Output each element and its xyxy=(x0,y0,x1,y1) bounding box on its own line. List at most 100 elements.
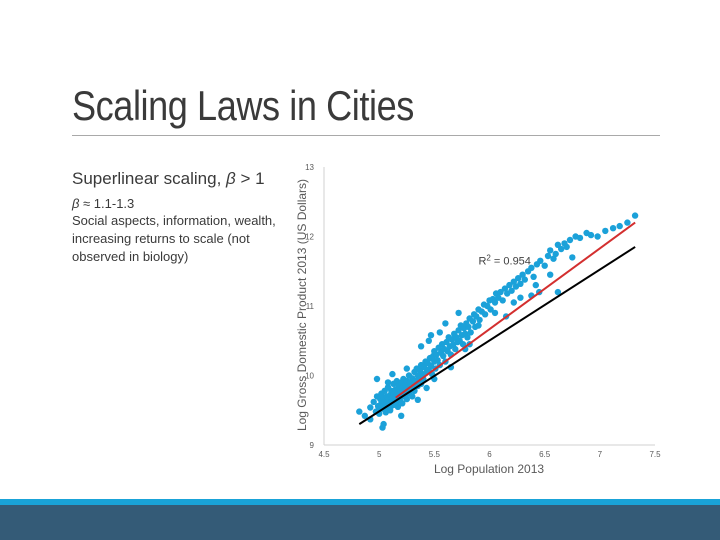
data-point-111 xyxy=(455,327,462,334)
y-tick-4: 13 xyxy=(305,163,314,172)
data-point-2 xyxy=(367,404,374,411)
data-point-172 xyxy=(602,227,609,235)
data-point-178 xyxy=(510,299,517,306)
data-point-122 xyxy=(467,329,474,336)
scatter-chart: 9 10 11 12 13 4.5 5 5.5 6 6.5 7 7.5 R2 = 0.954 Log… xyxy=(295,163,661,476)
data-point-185 xyxy=(373,375,381,383)
data-point-4 xyxy=(370,398,377,406)
x-tick-5: 7 xyxy=(598,450,603,459)
data-point-162 xyxy=(558,245,565,253)
r-squared-value: = 0.954 xyxy=(491,255,531,267)
data-point-158 xyxy=(547,247,554,254)
reference-line xyxy=(358,246,636,425)
data-point-166 xyxy=(569,254,576,261)
data-point-180 xyxy=(442,320,449,327)
data-point-171 xyxy=(594,233,601,240)
data-point-148 xyxy=(517,280,524,287)
x-tick-4: 6.5 xyxy=(539,450,551,459)
data-point-57 xyxy=(403,395,410,403)
heading-superlinear: Superlinear scaling, β > 1 xyxy=(72,169,265,189)
data-point-183 xyxy=(403,365,410,372)
data-point-152 xyxy=(528,264,535,271)
x-tick-labels: 4.5 5 5.5 6 6.5 7 7.5 xyxy=(318,450,661,459)
data-point-139 xyxy=(497,288,504,296)
data-point-200 xyxy=(491,309,499,317)
data-point-187 xyxy=(398,412,405,419)
data-point-0 xyxy=(356,408,363,415)
data-point-92 xyxy=(434,357,441,364)
r-squared-sup: 2 xyxy=(486,253,491,262)
data-point-176 xyxy=(631,212,639,219)
y-tick-1: 10 xyxy=(305,372,314,381)
data-point-199 xyxy=(475,322,482,329)
data-point-194 xyxy=(547,271,554,278)
data-point-157 xyxy=(544,252,552,260)
data-point-42 xyxy=(394,403,402,410)
heading-rest: > 1 xyxy=(235,169,265,188)
x-tick-1: 5 xyxy=(377,450,382,459)
data-point-153 xyxy=(530,273,537,280)
r-squared-base: R xyxy=(478,255,486,267)
data-point-123 xyxy=(469,318,477,325)
data-point-173 xyxy=(609,225,617,232)
data-point-198 xyxy=(436,329,443,336)
data-point-144 xyxy=(508,287,515,294)
y-tick-0: 9 xyxy=(310,441,315,450)
data-points xyxy=(356,212,639,431)
beta-symbol: β xyxy=(72,196,80,211)
data-point-165 xyxy=(566,236,574,244)
data-point-184 xyxy=(389,370,396,378)
x-tick-6: 7.5 xyxy=(649,450,661,459)
data-point-181 xyxy=(427,332,435,339)
data-point-119 xyxy=(464,334,471,341)
data-point-81 xyxy=(423,384,430,392)
data-point-143 xyxy=(506,281,513,289)
data-point-97 xyxy=(440,352,447,360)
beta-range: β ≈ 1.1-1.3 xyxy=(72,196,134,211)
accent-bar xyxy=(0,499,720,505)
r-squared-annotation: R2 = 0.954 xyxy=(478,253,530,267)
x-axis-title: Log Population 2013 xyxy=(434,462,544,476)
data-point-155 xyxy=(537,257,544,264)
data-point-131 xyxy=(481,311,489,318)
data-point-197 xyxy=(425,337,432,344)
data-point-149 xyxy=(519,271,526,278)
data-point-120 xyxy=(465,323,472,331)
y-axis-title: Log Gross Domestic Product 2013 (US Doll… xyxy=(295,179,309,431)
x-tick-3: 6 xyxy=(487,450,492,459)
data-point-196 xyxy=(384,379,392,386)
heading-beta: β xyxy=(226,169,236,188)
data-point-201 xyxy=(517,294,524,301)
data-point-188 xyxy=(414,396,421,403)
data-point-1 xyxy=(361,412,368,419)
data-point-195 xyxy=(554,288,562,296)
y-tick-3: 12 xyxy=(305,233,314,242)
data-point-182 xyxy=(417,343,425,350)
data-point-108 xyxy=(452,345,459,353)
beta-range-value: ≈ 1.1-1.3 xyxy=(79,196,135,211)
slide-title: Scaling Laws in Cities xyxy=(72,82,414,129)
data-point-145 xyxy=(510,278,517,285)
data-point-160 xyxy=(552,250,559,258)
heading-text: Superlinear scaling, xyxy=(72,169,227,188)
data-point-175 xyxy=(624,219,631,226)
footer-bar xyxy=(0,505,720,540)
data-point-170 xyxy=(587,231,595,239)
data-point-115 xyxy=(459,341,467,348)
y-tick-labels: 9 10 11 12 13 xyxy=(305,163,314,450)
data-point-168 xyxy=(576,234,584,242)
data-point-136 xyxy=(491,299,499,306)
description-text: Social aspects, information, wealth, inc… xyxy=(72,213,276,264)
data-point-159 xyxy=(550,255,557,262)
data-point-141 xyxy=(501,285,509,292)
data-point-147 xyxy=(515,275,522,282)
data-point-164 xyxy=(563,243,570,251)
data-point-156 xyxy=(541,262,548,269)
data-point-150 xyxy=(521,276,528,283)
data-point-64 xyxy=(409,393,416,400)
data-point-134 xyxy=(487,306,494,313)
data-point-186 xyxy=(380,420,387,428)
x-tick-0: 4.5 xyxy=(318,450,330,459)
data-point-50 xyxy=(399,400,406,407)
fit-line xyxy=(395,221,636,399)
